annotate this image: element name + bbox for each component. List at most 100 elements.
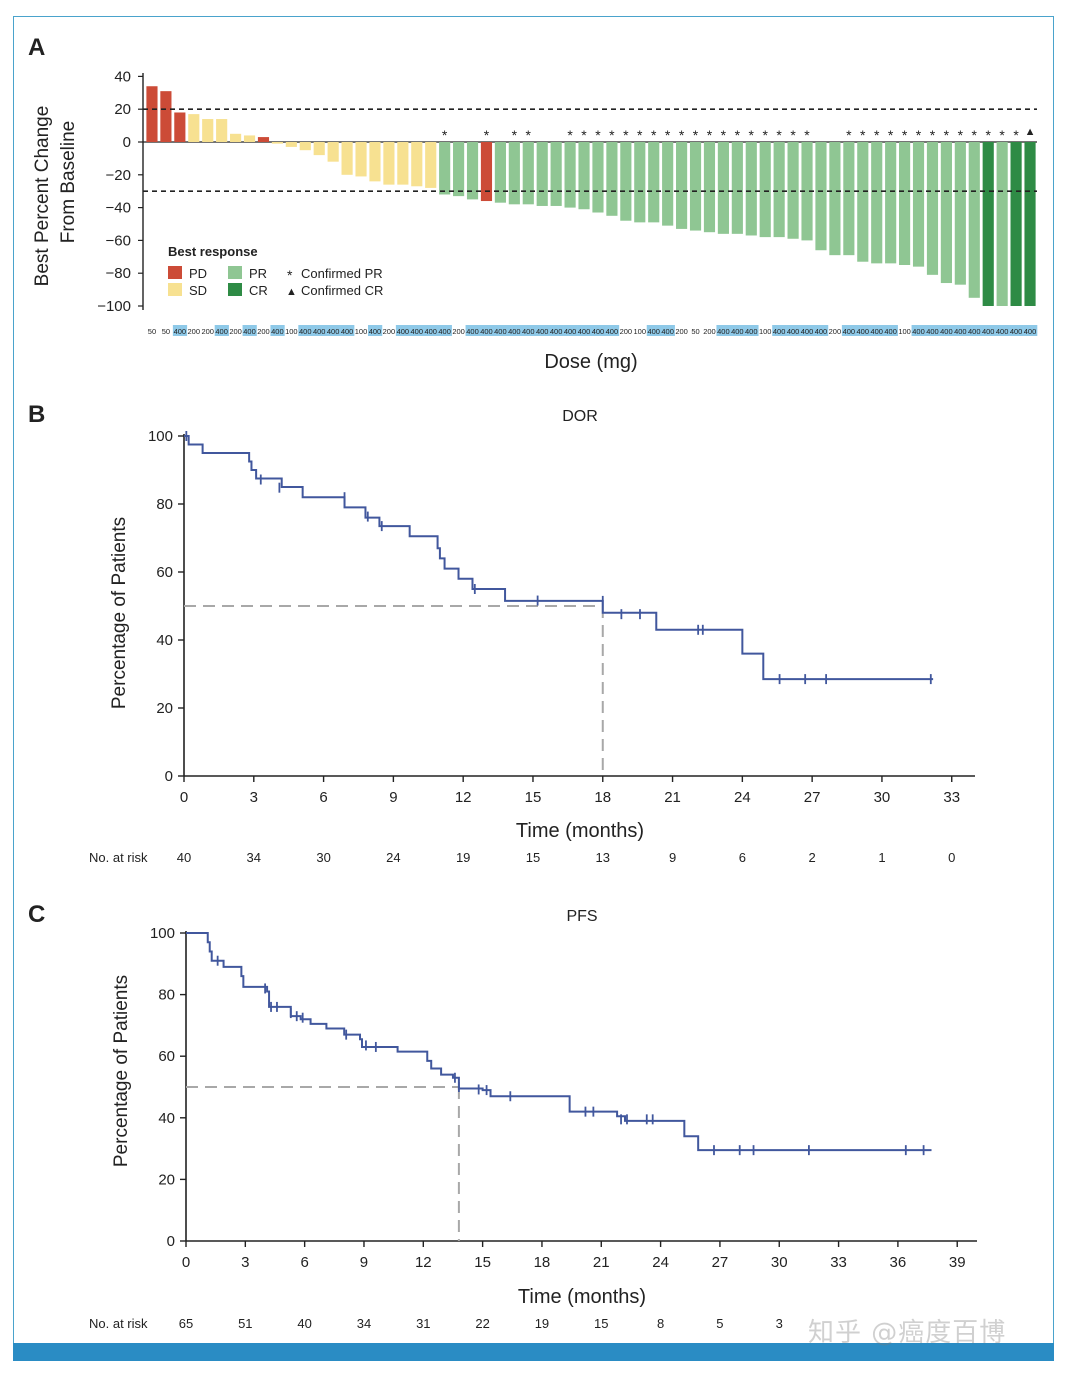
waterfall-bar — [494, 142, 506, 203]
pfs-at-risk-value: 22 — [475, 1316, 489, 1331]
waterfall-bar — [299, 142, 311, 151]
waterfall-y-tick-label: −60 — [106, 232, 131, 249]
waterfall-bar — [550, 142, 562, 206]
pfs-km-line — [186, 932, 932, 1152]
waterfall-bar — [341, 142, 353, 175]
dor-y-tick-label: 0 — [165, 768, 173, 785]
dose-label: 200 — [257, 327, 270, 336]
dor-chart: DOR Percentage of Patients 0204060801000… — [89, 408, 975, 865]
dose-label: 400 — [884, 327, 897, 336]
waterfall-bar — [968, 142, 980, 298]
bottom-color-bar — [13, 1343, 1054, 1361]
dose-label: 400 — [397, 327, 410, 336]
waterfall-bar — [522, 142, 534, 205]
dose-label: 100 — [285, 327, 298, 336]
waterfall-confirmed-marker: * — [526, 127, 532, 143]
dor-y-tick-label: 80 — [156, 496, 173, 513]
waterfall-confirmed-marker: * — [693, 127, 699, 143]
waterfall-bar — [592, 142, 604, 213]
dose-label: 400 — [870, 327, 883, 336]
waterfall-confirmed-marker: * — [762, 127, 768, 143]
waterfall-confirmed-marker: * — [944, 127, 950, 143]
pfs-at-risk-label: No. at risk — [89, 1316, 148, 1331]
dose-label: 400 — [424, 327, 437, 336]
waterfall-bar — [383, 142, 395, 185]
dose-label: 400 — [522, 327, 535, 336]
panel-label-c: C — [28, 901, 45, 928]
dose-label: 400 — [466, 327, 479, 336]
panel-label-b: B — [28, 401, 45, 428]
waterfall-bar — [676, 142, 688, 229]
dose-label: 400 — [438, 327, 451, 336]
pfs-km-curve — [186, 932, 932, 1152]
dose-highlight — [744, 325, 759, 336]
dor-at-risk-value: 15 — [526, 850, 540, 865]
panel-label-a: A — [28, 34, 45, 61]
waterfall-bar — [160, 91, 172, 142]
pfs-at-risk-value: 51 — [238, 1316, 252, 1331]
pfs-at-risk-value: 3 — [776, 1316, 783, 1331]
pfs-at-risk-value: 40 — [297, 1316, 311, 1331]
dose-highlight — [479, 325, 494, 336]
pfs-y-tick-label: 20 — [158, 1171, 175, 1188]
pfs-xlabel: Time (months) — [518, 1286, 646, 1308]
waterfall-confirmed-marker: * — [637, 127, 643, 143]
dose-label: 400 — [912, 327, 925, 336]
dose-label: 400 — [801, 327, 814, 336]
dose-highlight — [981, 325, 996, 336]
dose-highlight — [493, 325, 508, 336]
waterfall-bar — [202, 119, 214, 142]
dose-highlight — [312, 325, 327, 336]
dose-highlight — [1023, 325, 1038, 336]
pfs-y-tick-label: 100 — [150, 925, 175, 942]
dose-label: 400 — [996, 327, 1009, 336]
dose-label: 400 — [550, 327, 563, 336]
waterfall-bar — [397, 142, 409, 185]
figure-frame — [13, 16, 1054, 1346]
pfs-censor-marks — [216, 955, 925, 1156]
waterfall-confirmed-marker: * — [930, 127, 936, 143]
waterfall-bar — [564, 142, 576, 208]
dose-highlight — [395, 325, 411, 336]
waterfall-bar — [717, 142, 729, 234]
waterfall-confirmed-marker: * — [972, 127, 978, 143]
dose-label: 400 — [717, 327, 730, 336]
dose-label: 400 — [940, 327, 953, 336]
dose-label: 400 — [815, 327, 828, 336]
watermark-text: 知乎 @癌度百博 — [808, 1318, 1007, 1348]
dor-y-tick-label: 20 — [156, 700, 173, 717]
dose-label: 400 — [369, 327, 382, 336]
legend-swatch-pr — [228, 266, 242, 279]
pfs-x-tick-label: 0 — [182, 1254, 190, 1271]
waterfall-confirmed-marker: * — [846, 127, 852, 143]
pfs-at-risk-value: 19 — [535, 1316, 549, 1331]
dose-label: 50 — [148, 327, 156, 336]
waterfall-bar — [982, 142, 994, 306]
waterfall-legend: Best response PD SD PR CR * Confirmed PR… — [168, 244, 383, 298]
dose-highlight — [172, 325, 188, 336]
pfs-x-tick-label: 18 — [534, 1254, 551, 1271]
pfs-y-tick-label: 40 — [158, 1110, 175, 1127]
waterfall-bar — [243, 135, 256, 142]
dose-label: 400 — [564, 327, 577, 336]
pfs-at-risk-value: 31 — [416, 1316, 430, 1331]
dor-axes: 0 20 40 60 80 100 0 3 6 9 12 15 18 21 24 27 30 33 — [148, 428, 975, 806]
waterfall-confirmed-markers: * * * * * * * * * * * * * * * * * * * * * * * * * * * * * * * * * * * ▲ — [442, 126, 1036, 143]
waterfall-bar — [996, 142, 1008, 306]
waterfall-confirmed-marker: * — [721, 127, 727, 143]
pfs-at-risk-value: 5 — [716, 1316, 723, 1331]
legend-symbol-confirmed-pr: * — [287, 267, 293, 283]
waterfall-confirmed-marker: * — [958, 127, 964, 143]
dose-highlight — [549, 325, 564, 336]
dose-highlight — [270, 325, 285, 336]
pfs-at-risk-value: 34 — [357, 1316, 371, 1331]
waterfall-bar — [174, 112, 186, 142]
waterfall-bar — [899, 142, 911, 265]
dose-label: 400 — [1024, 327, 1037, 336]
waterfall-bar — [745, 142, 757, 236]
dor-x-tick-label: 33 — [943, 789, 960, 806]
dose-highlight — [911, 325, 926, 336]
dose-label: 200 — [229, 327, 242, 336]
dose-highlight — [1009, 325, 1024, 336]
